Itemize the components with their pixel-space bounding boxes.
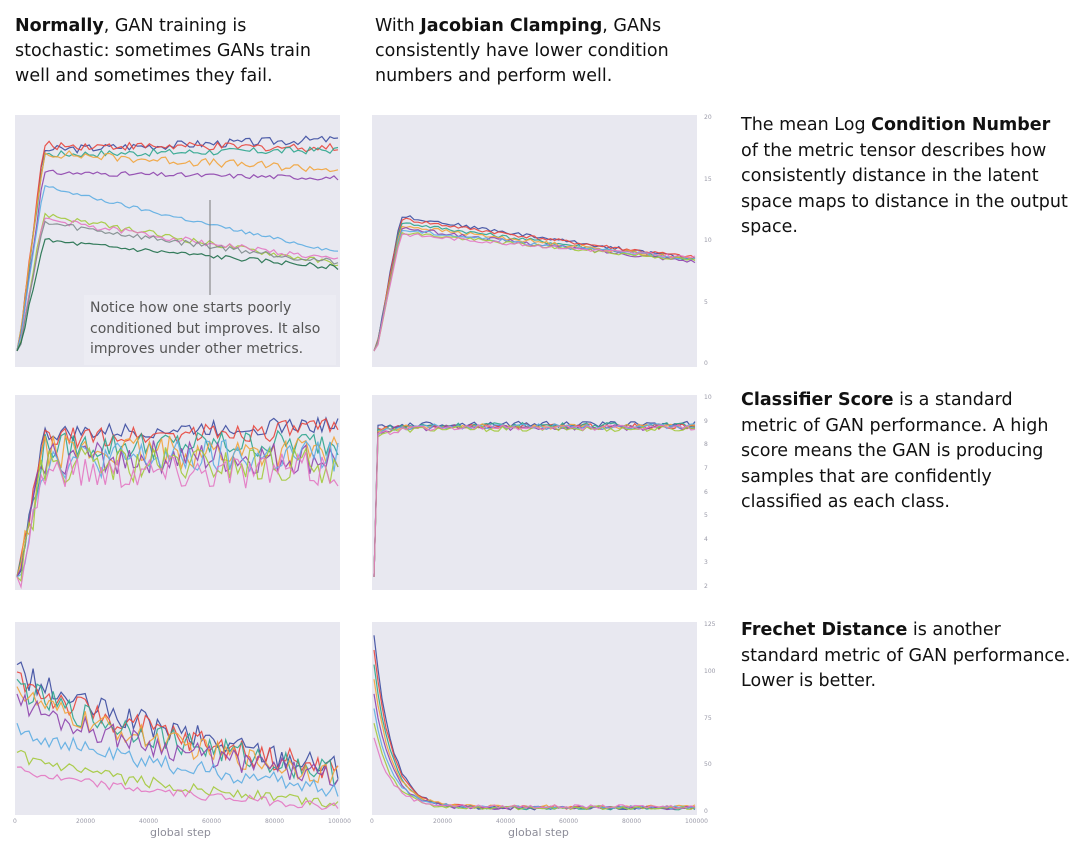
desc-condition-text: of the metric tensor describes how consi… bbox=[741, 140, 1068, 238]
panel-frechet-normal bbox=[15, 622, 340, 815]
series-line-0 bbox=[373, 215, 696, 352]
series-line-1 bbox=[373, 217, 696, 352]
series-line-5 bbox=[16, 722, 339, 798]
panel-condition-clamped bbox=[372, 115, 697, 367]
ytick-label: 9 bbox=[704, 417, 708, 425]
series-line-3 bbox=[373, 423, 696, 577]
header-clamped: With Jacobian Clamping, GANs consistentl… bbox=[375, 14, 695, 89]
desc-frechet: Frechet Distance is another standard met… bbox=[741, 618, 1071, 695]
xtick-label: 20000 bbox=[76, 818, 96, 825]
desc-frechet-bold: Frechet Distance bbox=[741, 620, 908, 640]
series-line-6 bbox=[373, 231, 696, 352]
header-clamped-bold: Jacobian Clamping bbox=[420, 16, 603, 36]
series-line-7 bbox=[373, 424, 696, 577]
series-line-3 bbox=[16, 434, 339, 577]
xtick-label: 100000 bbox=[328, 818, 351, 825]
ytick-label: 3 bbox=[704, 559, 708, 567]
desc-condition: The mean Log Condition Number of the met… bbox=[741, 113, 1071, 241]
ytick-label: 5 bbox=[704, 512, 708, 520]
ytick-label: 8 bbox=[704, 441, 708, 449]
xtick-label: 80000 bbox=[265, 818, 285, 825]
series-line-7 bbox=[373, 737, 696, 810]
desc-classifier: Classifier Score is a standard metric of… bbox=[741, 388, 1071, 516]
xtick-label: 100000 bbox=[685, 818, 708, 825]
chart-frechet-normal bbox=[16, 661, 339, 811]
ytick-label: 4 bbox=[704, 535, 708, 543]
ytick-label: 20 bbox=[704, 114, 712, 121]
ytick-label: 10 bbox=[704, 237, 712, 244]
ytick-label: 100 bbox=[704, 667, 716, 675]
series-line-2 bbox=[16, 146, 339, 352]
series-line-4 bbox=[16, 692, 339, 787]
header-normal-bold: Normally bbox=[15, 16, 104, 36]
series-line-1 bbox=[16, 140, 339, 352]
xtick-label: 40000 bbox=[496, 818, 516, 825]
series-line-7 bbox=[16, 766, 339, 811]
xtick-label: 80000 bbox=[622, 818, 642, 825]
series-line-7 bbox=[16, 451, 339, 590]
ytick-label: 125 bbox=[704, 621, 716, 628]
callout-note: Notice how one starts poorly conditioned… bbox=[84, 295, 336, 365]
header-clamped-pre: With bbox=[375, 16, 421, 36]
chart-frechet-clamped bbox=[373, 635, 696, 811]
chart-classifier-clamped bbox=[373, 420, 696, 577]
series-line-4 bbox=[16, 169, 339, 352]
series-line-0 bbox=[16, 135, 339, 352]
series-line-7 bbox=[373, 233, 696, 352]
ytick-label: 6 bbox=[704, 488, 708, 496]
ytick-label: 50 bbox=[704, 761, 712, 769]
xtick-label: 40000 bbox=[139, 818, 159, 825]
ytick-label: 0 bbox=[704, 360, 708, 367]
series-line-5 bbox=[373, 423, 696, 577]
series-line-3 bbox=[16, 149, 339, 352]
xlabel-frechet-normal: global step bbox=[150, 826, 211, 839]
series-line-8 bbox=[16, 220, 339, 352]
series-line-2 bbox=[16, 678, 339, 787]
xtick-label: 0 bbox=[13, 818, 17, 825]
header-normal-text: , GAN training is stochastic: sometimes … bbox=[15, 16, 311, 86]
series-line-6 bbox=[16, 446, 339, 583]
chart-condition-clamped bbox=[373, 215, 696, 352]
desc-classifier-text: is a standard metric of GAN performance.… bbox=[741, 390, 1049, 512]
header-clamped-text: , GANs consistently have lower condition… bbox=[375, 16, 669, 86]
desc-condition-bold: Condition Number bbox=[871, 115, 1051, 135]
desc-classifier-bold: Classifier Score bbox=[741, 390, 894, 410]
series-line-5 bbox=[16, 184, 339, 352]
desc-frechet-text: is another standard metric of GAN perfor… bbox=[741, 620, 1071, 691]
xtick-label: 20000 bbox=[433, 818, 453, 825]
ytick-label: 0 bbox=[704, 808, 708, 815]
xlabel-frechet-clamped: global step bbox=[508, 826, 569, 839]
chart-condition-normal bbox=[16, 135, 339, 352]
ytick-label: 2 bbox=[704, 583, 708, 590]
ytick-label: 75 bbox=[704, 714, 712, 722]
panel-classifier-normal bbox=[15, 395, 340, 590]
ytick-label: 15 bbox=[704, 175, 712, 183]
xtick-label: 0 bbox=[370, 818, 374, 825]
ytick-label: 7 bbox=[704, 464, 708, 472]
series-line-1 bbox=[16, 671, 339, 779]
series-line-9 bbox=[16, 237, 339, 352]
xtick-label: 60000 bbox=[559, 818, 579, 825]
panel-frechet-clamped bbox=[372, 622, 697, 815]
chart-classifier-normal bbox=[16, 415, 339, 590]
series-line-3 bbox=[16, 686, 339, 786]
desc-condition-pre: The mean Log bbox=[741, 115, 872, 135]
header-normal: Normally, GAN training is stochastic: so… bbox=[15, 14, 335, 89]
series-line-5 bbox=[373, 708, 696, 810]
ytick-label: 5 bbox=[704, 298, 708, 306]
xtick-label: 60000 bbox=[202, 818, 222, 825]
ytick-label: 10 bbox=[704, 394, 712, 401]
